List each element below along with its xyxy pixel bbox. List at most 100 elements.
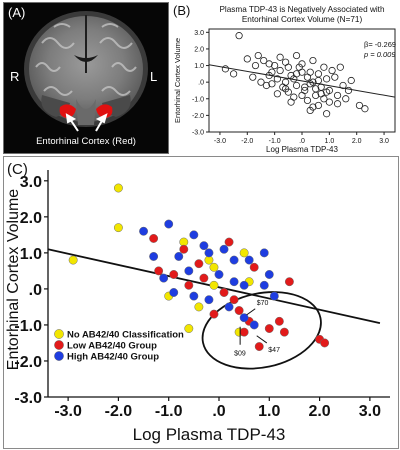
- data-point: [169, 270, 179, 279]
- y-tick-label: .0: [29, 282, 42, 299]
- data-point: [298, 60, 306, 68]
- panel-b-svg: (B) Plasma TDP-43 is Negatively Associate…: [173, 3, 396, 154]
- data-point: [317, 90, 325, 98]
- data-point: [323, 88, 331, 96]
- data-point: [309, 56, 317, 65]
- legend-marker: [54, 329, 64, 339]
- data-point: [224, 302, 234, 312]
- left-hemisphere-marker: L: [150, 69, 158, 84]
- data-point: [199, 273, 209, 283]
- annotation-arrow: [256, 335, 268, 344]
- data-point: [276, 66, 284, 75]
- data-point: [284, 63, 292, 71]
- data-point: [244, 255, 254, 265]
- x-axis-label: Log Plasma TDP-43: [266, 145, 338, 154]
- data-point: [204, 248, 214, 258]
- data-point: [199, 241, 209, 251]
- data-point: [298, 68, 306, 76]
- data-point: [239, 327, 249, 337]
- data-point: [254, 51, 262, 60]
- data-point: [301, 83, 309, 91]
- data-point: [355, 101, 364, 110]
- data-point: [268, 80, 276, 88]
- data-point: [264, 270, 274, 279]
- data-point: [271, 61, 279, 70]
- panel-b-chart: (B) Plasma TDP-43 is Negatively Associate…: [171, 2, 400, 154]
- data-point: [230, 70, 238, 78]
- right-hemisphere-marker: R: [10, 69, 20, 84]
- x-axis-label: Log Plasma TDP-43: [133, 425, 286, 444]
- x-tick-label: .0: [299, 138, 305, 145]
- regression-line: [208, 64, 396, 98]
- x-tick-label: -1.0: [269, 138, 281, 145]
- data-point: [284, 277, 294, 287]
- data-point: [139, 226, 149, 236]
- data-point: [194, 302, 204, 312]
- x-tick-label: 2.0: [352, 138, 362, 145]
- data-point: [249, 73, 257, 81]
- data-point: [184, 280, 194, 290]
- legend-label: No AB42/40 Classification: [67, 330, 184, 341]
- data-point: [243, 55, 251, 63]
- annotation-label: $70: [257, 300, 269, 307]
- data-point: [239, 280, 249, 290]
- data-point: [269, 291, 279, 301]
- data-point: [292, 51, 301, 60]
- data-point: [320, 338, 330, 348]
- chart-title-line: Plasma TDP-43 is Negatively Associated w…: [219, 5, 384, 14]
- data-point: [219, 288, 229, 297]
- data-point: [287, 98, 295, 106]
- y-tick-label: 3.0: [194, 30, 204, 37]
- data-point: [265, 60, 273, 68]
- data-point: [361, 105, 369, 113]
- data-point: [262, 81, 271, 90]
- data-point: [174, 252, 184, 261]
- data-point: [219, 244, 229, 254]
- data-point: [149, 252, 159, 261]
- data-point: [154, 266, 164, 276]
- data-point: [333, 91, 342, 100]
- y-tick-label: 2.0: [20, 210, 42, 227]
- legend-label: High AB42/40 Group: [67, 352, 159, 363]
- panel-label: (C): [7, 161, 28, 178]
- data-point: [323, 75, 331, 83]
- data-point: [214, 270, 224, 279]
- data-point: [239, 248, 249, 258]
- data-point: [303, 96, 312, 105]
- data-point: [292, 70, 301, 78]
- data-point: [189, 291, 199, 301]
- panel-a-label: (A): [8, 5, 26, 20]
- x-tick-label: -2.0: [241, 138, 253, 145]
- x-tick-label: .0: [212, 403, 225, 420]
- annotation-label: $09: [234, 351, 246, 358]
- y-axis-label: Entorhinal Cortex Volume: [5, 189, 22, 371]
- p-annotation: p = 0.009: [363, 50, 396, 59]
- data-point: [274, 316, 284, 326]
- highlight-ellipse: [201, 291, 322, 370]
- data-point: [194, 259, 204, 269]
- data-point: [320, 63, 328, 71]
- y-tick-label: .0: [198, 80, 204, 87]
- data-point: [323, 110, 331, 118]
- y-tick-label: -3.0: [14, 390, 42, 407]
- x-tick-label: 1.0: [324, 138, 334, 145]
- y-tick-label: -1.0: [14, 318, 42, 335]
- data-point: [254, 342, 264, 352]
- data-point: [279, 327, 289, 337]
- data-point: [276, 53, 284, 61]
- data-point: [339, 81, 347, 90]
- data-point: [204, 295, 214, 305]
- legend-marker: [54, 351, 64, 361]
- y-axis-label: Entorhinal Cortex Volume: [173, 38, 182, 123]
- data-point: [309, 103, 317, 111]
- data-point: [273, 90, 281, 98]
- data-point: [229, 277, 239, 287]
- y-tick-label: 3.0: [20, 174, 42, 191]
- y-tick-label: -3.0: [192, 130, 204, 137]
- x-tick-label: -3.0: [214, 138, 226, 145]
- data-point: [159, 273, 169, 283]
- x-tick-label: -3.0: [54, 403, 82, 420]
- data-point: [113, 223, 123, 233]
- x-tick-label: 3.0: [379, 138, 389, 145]
- y-tick-label: -2.0: [14, 354, 42, 371]
